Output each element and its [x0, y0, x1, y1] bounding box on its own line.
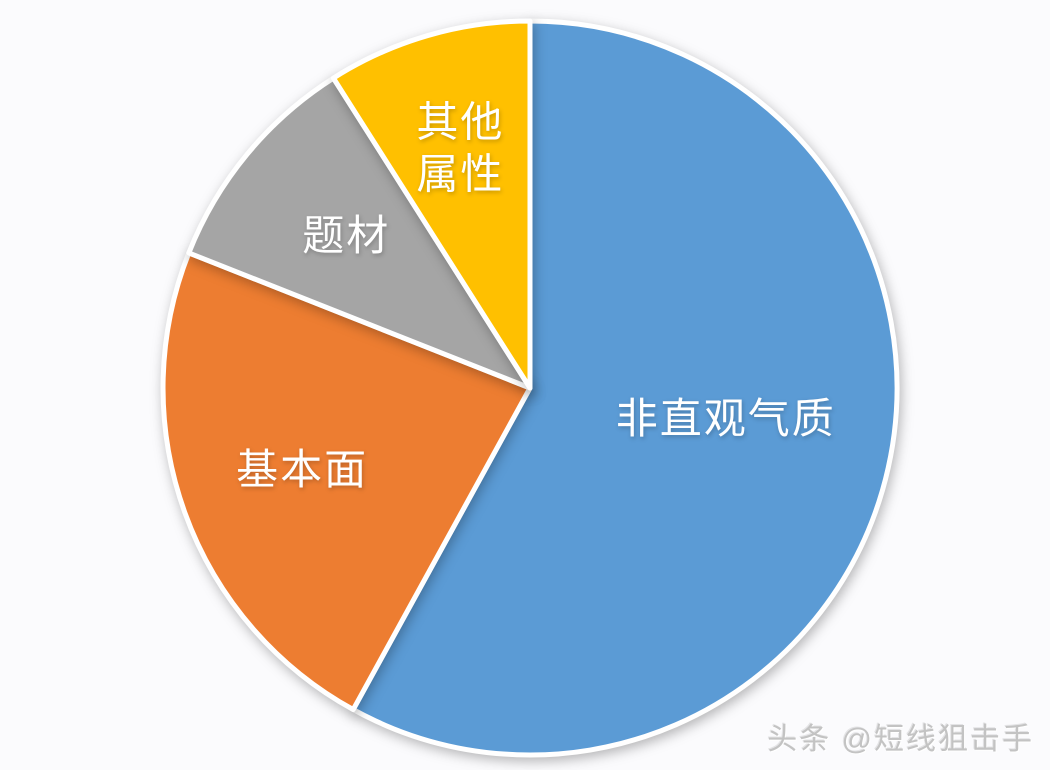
pie-slice-3 — [186, 75, 533, 391]
slice-label-4: 其他属性 — [416, 98, 504, 197]
slice-label-2: 基本面 — [236, 446, 368, 493]
slice-label-3: 题材 — [302, 212, 390, 259]
pie-slice-1 — [350, 18, 900, 758]
watermark: 头条 @短线狙击手 — [767, 723, 1034, 756]
pie-slice-2 — [160, 250, 533, 713]
slice-label-1: 非直观气质 — [616, 395, 836, 442]
pie-slice-4 — [330, 18, 533, 391]
